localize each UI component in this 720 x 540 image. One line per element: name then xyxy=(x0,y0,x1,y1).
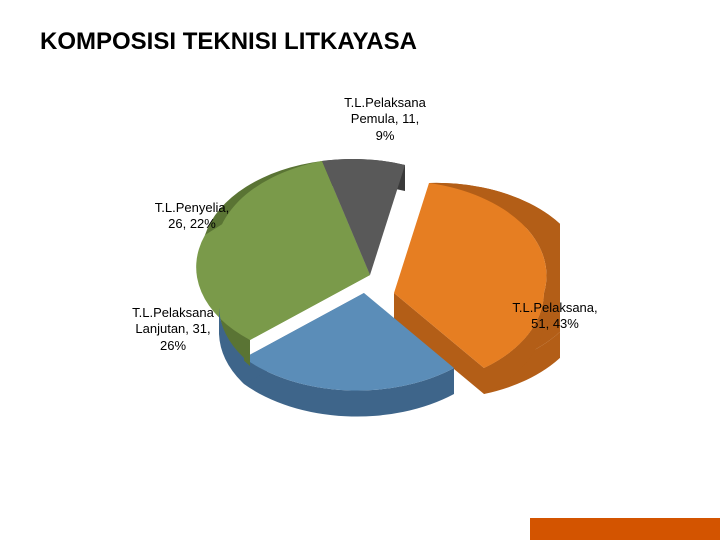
label-text: T.L.Pelaksana, xyxy=(512,300,597,315)
label-text: 26% xyxy=(160,338,186,353)
label-text: Lanjutan, 31, xyxy=(135,321,210,336)
label-text: T.L.Pelaksana xyxy=(132,305,214,320)
label-pemula: T.L.Pelaksana Pemula, 11, 9% xyxy=(330,95,440,144)
label-penyelia: T.L.Penyelia, 26, 22% xyxy=(142,200,242,233)
label-pelaksana: T.L.Pelaksana, 51, 43% xyxy=(500,300,610,333)
chart-title: KOMPOSISI TEKNISI LITKAYASA xyxy=(40,28,417,56)
label-text: 26, 22% xyxy=(168,216,216,231)
accent-bar xyxy=(530,518,720,540)
label-text: 51, 43% xyxy=(531,316,579,331)
label-lanjutan: T.L.Pelaksana Lanjutan, 31, 26% xyxy=(118,305,228,354)
label-text: 9% xyxy=(376,128,395,143)
label-text: Pemula, 11, xyxy=(351,111,419,126)
label-text: T.L.Penyelia, xyxy=(155,200,229,215)
label-text: T.L.Pelaksana xyxy=(344,95,426,110)
